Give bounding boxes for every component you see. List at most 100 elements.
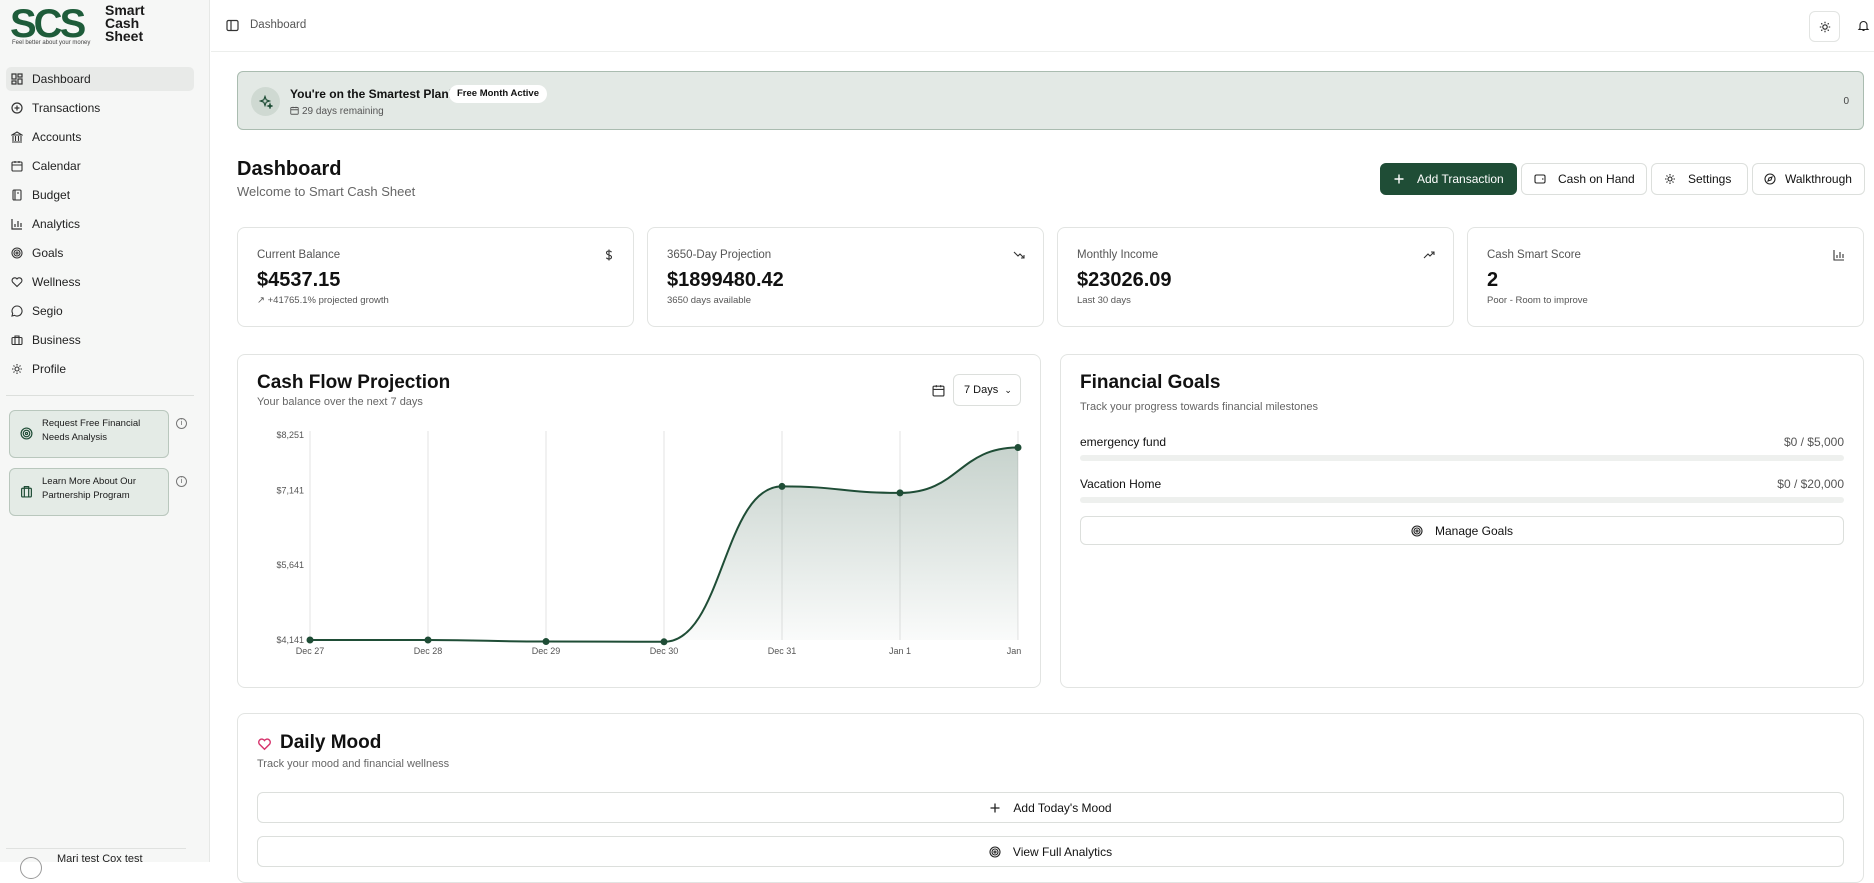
goal-name: Vacation Home bbox=[1080, 477, 1162, 491]
stat-card-projection: 3650-Day Projection $1899480.42 3650 day… bbox=[647, 227, 1044, 327]
sidebar-item-transactions[interactable]: Transactions bbox=[6, 96, 194, 120]
info-icon[interactable]: i bbox=[176, 476, 187, 487]
compass-icon bbox=[1764, 173, 1776, 185]
manage-goals-button[interactable]: Manage Goals bbox=[1080, 516, 1844, 545]
dollar-icon bbox=[605, 249, 613, 261]
settings-button[interactable]: Settings bbox=[1651, 163, 1748, 195]
bell-icon[interactable] bbox=[1857, 19, 1870, 32]
gear-icon bbox=[10, 362, 24, 376]
logo-name-line: Sheet bbox=[105, 28, 144, 44]
sidebar-item-profile[interactable]: Profile bbox=[6, 357, 194, 381]
sidebar-item-label: Goals bbox=[32, 246, 64, 260]
cash-on-hand-button[interactable]: Cash on Hand bbox=[1521, 163, 1647, 195]
data-point bbox=[660, 638, 668, 646]
sidebar-item-label: Profile bbox=[32, 362, 67, 376]
x-tick-label: Jan bbox=[1007, 646, 1022, 656]
sidebar-item-accounts[interactable]: Accounts bbox=[6, 125, 194, 149]
stat-note: Poor - Room to improve bbox=[1487, 295, 1588, 306]
breadcrumb[interactable]: Dashboard bbox=[250, 19, 307, 31]
plan-remaining: 29 days remaining bbox=[290, 106, 384, 117]
x-tick-label: Dec 31 bbox=[768, 646, 797, 656]
theme-toggle-button[interactable] bbox=[1809, 11, 1840, 42]
view-analytics-button[interactable]: View Full Analytics bbox=[257, 836, 1844, 867]
sidebar-divider bbox=[6, 395, 194, 396]
range-select[interactable]: 7 Days ⌄ bbox=[953, 374, 1021, 406]
goal-progress-bar bbox=[1080, 497, 1844, 503]
calendar-icon bbox=[932, 385, 945, 397]
logo[interactable]: SCS Feel better about your money Smart C… bbox=[10, 2, 200, 50]
stat-note: ↗ +41765.1% projected growth bbox=[257, 295, 389, 306]
avatar bbox=[20, 857, 42, 879]
logo-name: Smart Cash Sheet bbox=[105, 2, 145, 44]
sidebar-item-dashboard[interactable]: Dashboard bbox=[6, 67, 194, 91]
walkthrough-button[interactable]: Walkthrough bbox=[1752, 163, 1865, 195]
add-transaction-button[interactable]: Add Transaction bbox=[1380, 163, 1517, 195]
sidebar-item-budget[interactable]: Budget bbox=[6, 183, 194, 207]
briefcase-icon bbox=[10, 333, 24, 347]
heart-icon bbox=[258, 738, 271, 751]
data-point bbox=[778, 482, 786, 490]
sidebar-item-label: Dashboard bbox=[32, 72, 91, 86]
wallet-icon bbox=[1534, 174, 1546, 184]
sidebar-item-label: Calendar bbox=[32, 159, 81, 173]
sidebar-toggle-icon[interactable] bbox=[226, 19, 239, 32]
promo-partnership[interactable]: Learn More About Our Partnership Program bbox=[9, 468, 169, 516]
x-tick-label: Dec 30 bbox=[650, 646, 679, 656]
x-tick-label: Jan 1 bbox=[889, 646, 911, 656]
bank-icon bbox=[10, 130, 24, 144]
logo-tagline: Feel better about your money bbox=[12, 40, 91, 46]
plan-title: You're on the Smartest Plan! bbox=[290, 87, 453, 101]
bar-chart-icon bbox=[10, 217, 24, 231]
card-subtitle: Track your mood and financial wellness bbox=[257, 758, 450, 770]
sidebar-item-calendar[interactable]: Calendar bbox=[6, 154, 194, 178]
y-tick-label: $5,641 bbox=[276, 560, 304, 570]
stat-value: $4537.15 bbox=[257, 269, 341, 291]
plan-remaining-text: 29 days remaining bbox=[302, 106, 384, 117]
promo-label: Request Free Financial Needs Analysis bbox=[42, 418, 141, 443]
status-badge: Free Month Active bbox=[449, 85, 547, 103]
x-tick-label: Dec 27 bbox=[296, 646, 325, 656]
sun-icon bbox=[1819, 21, 1830, 32]
stat-card-current-balance: Current Balance $4537.15 ↗ +41765.1% pro… bbox=[237, 227, 634, 327]
y-tick-label: $4,141 bbox=[276, 635, 304, 645]
sidebar-item-label: Analytics bbox=[32, 217, 81, 231]
stat-card-cash-smart-score: Cash Smart Score 2 Poor - Room to improv… bbox=[1467, 227, 1864, 327]
stat-value: 2 bbox=[1487, 269, 1499, 291]
chevron-down-icon: ⌄ bbox=[1004, 385, 1012, 395]
button-label: Walkthrough bbox=[1785, 172, 1852, 186]
user-profile[interactable]: Mari test Cox test bbox=[6, 848, 186, 879]
button-label: Settings bbox=[1688, 172, 1732, 186]
trend-down-icon bbox=[1013, 251, 1025, 259]
stat-note-text: +41765.1% projected growth bbox=[267, 295, 389, 306]
sidebar-item-goals[interactable]: Goals bbox=[6, 241, 194, 265]
card-subtitle: Track your progress towards financial mi… bbox=[1080, 401, 1319, 413]
sidebar-item-business[interactable]: Business bbox=[6, 328, 194, 352]
promo-financial-analysis[interactable]: Request Free Financial Needs Analysis bbox=[9, 410, 169, 458]
sidebar-item-analytics[interactable]: Analytics bbox=[6, 212, 194, 236]
sidebar-item-label: Budget bbox=[32, 188, 71, 202]
stat-note: 3650 days available bbox=[667, 295, 751, 306]
calendar-icon bbox=[10, 159, 24, 173]
page-subtitle: Welcome to Smart Cash Sheet bbox=[237, 184, 416, 199]
trend-up-icon bbox=[1423, 251, 1435, 259]
chat-icon bbox=[10, 304, 24, 318]
y-tick-label: $8,251 bbox=[276, 430, 304, 440]
button-label: Cash on Hand bbox=[1558, 172, 1635, 186]
button-label: Add Today's Mood bbox=[1013, 800, 1112, 815]
sidebar-item-wellness[interactable]: Wellness bbox=[6, 270, 194, 294]
logo-name-line: Smart bbox=[105, 2, 145, 18]
data-point bbox=[1014, 444, 1022, 452]
plus-circle-icon bbox=[10, 101, 24, 115]
series-area bbox=[310, 447, 1018, 642]
card-title: Financial Goals bbox=[1080, 372, 1221, 393]
sidebar-item-label: Accounts bbox=[32, 130, 82, 144]
sidebar-item-segio[interactable]: Segio bbox=[6, 299, 194, 323]
sparkle-icon bbox=[251, 87, 280, 116]
heart-icon bbox=[10, 275, 24, 289]
info-icon[interactable]: i bbox=[176, 418, 187, 429]
sidebar-item-label: Segio bbox=[32, 304, 63, 318]
add-mood-button[interactable]: Add Today's Mood bbox=[257, 792, 1844, 823]
topbar: Dashboard bbox=[211, 0, 1874, 52]
goal-value: $0 / $20,000 bbox=[1777, 477, 1844, 491]
card-subtitle: Your balance over the next 7 days bbox=[257, 396, 423, 408]
